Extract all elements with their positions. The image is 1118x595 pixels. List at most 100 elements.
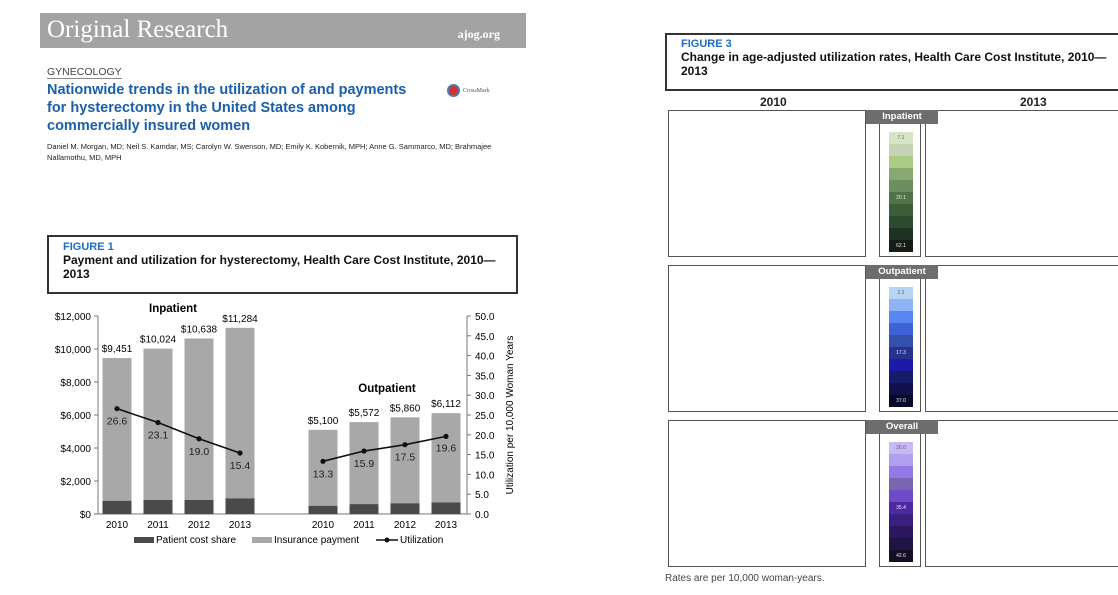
bar-patient-cost-share bbox=[143, 499, 173, 514]
group-title-inpatient: Inpatient bbox=[149, 303, 197, 315]
year-label-2010: 2010 bbox=[760, 95, 787, 109]
year-label-2013: 2013 bbox=[1020, 95, 1047, 109]
color-scale-step bbox=[889, 371, 913, 383]
utilization-point bbox=[320, 458, 326, 464]
group-title-outpatient: Outpatient bbox=[358, 383, 416, 395]
map-panel-2013-inpatient bbox=[925, 110, 1118, 257]
utilization-point bbox=[361, 448, 367, 454]
left-tick-label: $0 bbox=[80, 510, 92, 521]
utilization-label: 17.5 bbox=[395, 452, 416, 464]
color-scale-step bbox=[889, 454, 913, 466]
utilization-label: 15.9 bbox=[354, 458, 375, 470]
color-scale-step: 7.1 bbox=[889, 132, 913, 144]
figure3-title: Change in age-adjusted utilization rates… bbox=[681, 50, 1107, 78]
bar-insurance-payment bbox=[184, 338, 214, 500]
bar-total-label: $5,572 bbox=[349, 408, 380, 419]
bar-patient-cost-share bbox=[349, 504, 379, 514]
right-tick-label: 30.0 bbox=[475, 391, 495, 402]
color-scale-step bbox=[889, 383, 913, 395]
x-tick-label: 2010 bbox=[106, 520, 129, 531]
right-tick-label: 0.0 bbox=[475, 510, 489, 521]
color-scale-step bbox=[889, 144, 913, 156]
journal-site-link[interactable]: ajog.org bbox=[457, 27, 500, 41]
right-tick-label: 5.0 bbox=[475, 490, 489, 501]
color-scale-outpatient: 2.3 17.3 37.0 bbox=[889, 287, 913, 407]
article-title: Nationwide trends in the utilization of … bbox=[47, 82, 407, 134]
utilization-point bbox=[402, 442, 408, 448]
utilization-point bbox=[443, 433, 449, 439]
legend-swatch-patient-cost-share bbox=[134, 537, 154, 543]
figure1-label: FIGURE 1 bbox=[63, 241, 114, 253]
right-tick-label: 15.0 bbox=[475, 451, 495, 462]
legend-label: Utilization bbox=[400, 535, 443, 546]
bar-total-label: $6,112 bbox=[431, 399, 461, 410]
color-scale-overall: 26.0 35.4 42.6 bbox=[889, 442, 913, 562]
crossmark-label: CrossMark bbox=[463, 87, 490, 94]
color-scale-step: 37.0 bbox=[889, 395, 913, 407]
color-scale-step bbox=[889, 335, 913, 347]
panel-label-outpatient: Outpatient bbox=[866, 265, 938, 279]
panel-label-inpatient: Inpatient bbox=[866, 110, 938, 124]
color-scale-step: 42.6 bbox=[889, 550, 913, 562]
bar-total-label: $11,284 bbox=[222, 314, 258, 325]
figure3-label: FIGURE 3 bbox=[681, 38, 732, 50]
left-tick-label: $10,000 bbox=[55, 345, 92, 356]
color-scale-step bbox=[889, 311, 913, 323]
right-tick-label: 35.0 bbox=[475, 371, 495, 382]
color-scale-step bbox=[889, 299, 913, 311]
figure1-chart: $0 $2,000 $4,000 $6,000 $8,000 $10,000 $12,000… bbox=[55, 303, 516, 546]
utilization-label: 13.3 bbox=[313, 468, 334, 480]
utilization-point bbox=[155, 419, 161, 426]
right-tick-label: 50.0 bbox=[475, 312, 495, 323]
bar-patient-cost-share bbox=[184, 499, 214, 514]
utilization-label: 19.0 bbox=[189, 446, 210, 458]
article-category: GYNECOLOGY bbox=[47, 66, 122, 79]
color-scale-step: 2.3 bbox=[889, 287, 913, 299]
bar-insurance-payment bbox=[308, 429, 338, 506]
color-scale-step bbox=[889, 538, 913, 550]
color-scale-step bbox=[889, 490, 913, 502]
color-scale-step bbox=[889, 216, 913, 228]
color-scale-step bbox=[889, 323, 913, 335]
bar-insurance-payment bbox=[349, 422, 379, 505]
x-tick-label: 2012 bbox=[188, 520, 211, 531]
legend-label: Insurance payment bbox=[274, 535, 359, 546]
color-scale-step bbox=[889, 526, 913, 538]
right-tick-label: 40.0 bbox=[475, 352, 495, 363]
bar-total-label: $5,100 bbox=[308, 416, 339, 427]
color-scale-step bbox=[889, 156, 913, 168]
bar-patient-cost-share bbox=[431, 502, 461, 514]
utilization-label: 23.1 bbox=[148, 430, 169, 442]
color-scale-step bbox=[889, 204, 913, 216]
color-scale-step: 26.0 bbox=[889, 442, 913, 454]
figure3-caption: FIGURE 3 Change in age-adjusted utilizat… bbox=[665, 33, 1118, 91]
bar-total-label: $5,860 bbox=[390, 403, 421, 414]
utilization-point bbox=[114, 406, 120, 412]
map-panel-2013-outpatient bbox=[925, 265, 1118, 412]
color-scale-step: 62.1 bbox=[889, 240, 913, 252]
utilization-label: 19.6 bbox=[436, 442, 457, 454]
left-tick-label: $2,000 bbox=[60, 477, 91, 488]
right-tick-label: 45.0 bbox=[475, 332, 495, 343]
color-scale-step bbox=[889, 228, 913, 240]
map-panel-2013-overall bbox=[925, 420, 1118, 567]
bar-total-label: $10,024 bbox=[140, 335, 177, 346]
right-axis-label: Utilization per 10,000 Woman Years bbox=[505, 336, 516, 495]
left-tick-label: $6,000 bbox=[60, 411, 91, 422]
utilization-point bbox=[237, 450, 243, 456]
x-tick-label: 2012 bbox=[394, 520, 417, 531]
bar-total-label: $9,451 bbox=[102, 344, 133, 355]
bar-patient-cost-share bbox=[225, 498, 255, 514]
bar-total-label: $10,638 bbox=[181, 324, 218, 335]
color-scale-step bbox=[889, 168, 913, 180]
color-scale-step bbox=[889, 359, 913, 371]
utilization-line-outpatient bbox=[322, 435, 447, 463]
map-panel-2010-overall bbox=[668, 420, 866, 567]
x-tick-label: 2010 bbox=[312, 520, 335, 531]
utilization-label: 15.4 bbox=[230, 460, 251, 472]
utilization-point bbox=[196, 436, 202, 442]
color-scale-step bbox=[889, 180, 913, 192]
crossmark-badge[interactable]: CrossMark bbox=[447, 84, 490, 97]
bar-insurance-payment bbox=[431, 413, 461, 503]
journal-section-title: Original Research bbox=[47, 16, 229, 43]
